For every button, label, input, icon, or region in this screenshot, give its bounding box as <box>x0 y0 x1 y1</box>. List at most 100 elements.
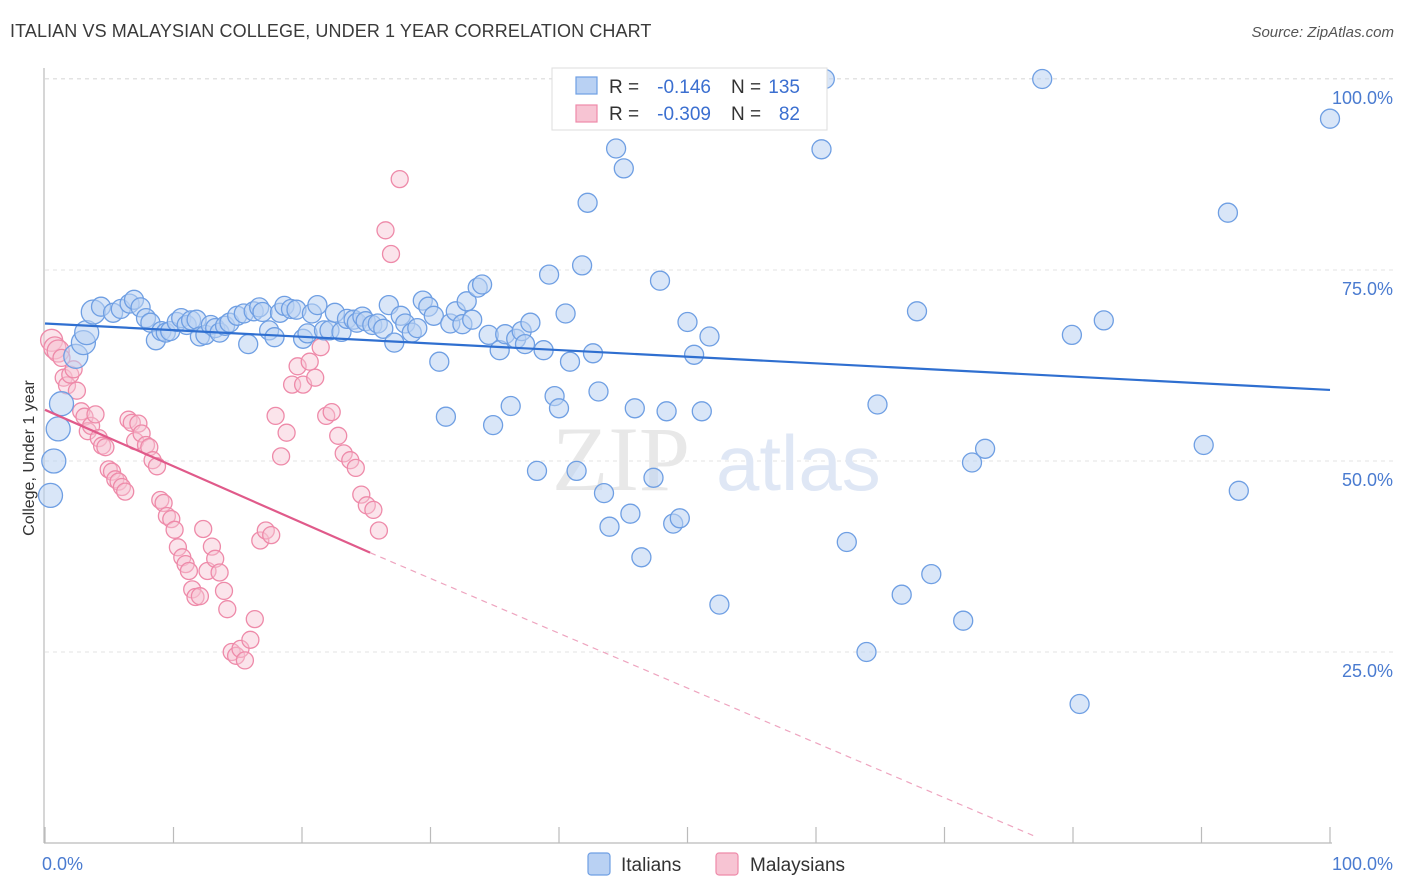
italians-point-3 <box>45 416 71 442</box>
malaysians-point-55 <box>241 630 260 649</box>
italians-point-106 <box>643 467 664 488</box>
italians-point-77 <box>471 274 493 295</box>
malaysians-point-1 <box>43 336 67 360</box>
series-legend-swatch-malaysians <box>715 852 739 876</box>
watermark-zip: ZIP <box>552 408 690 510</box>
italians-point-112 <box>683 344 705 365</box>
malaysians-point-68 <box>311 338 330 357</box>
y-tick-label-75: 75.0% <box>1342 279 1393 299</box>
malaysians-point-26 <box>129 414 148 433</box>
italians-point-93 <box>559 351 581 372</box>
legend-n-value-malaysians: 82 <box>779 104 800 125</box>
x-tick-label-min: 0.0% <box>42 854 83 874</box>
italians-point-85 <box>514 333 536 355</box>
series-legend-swatch-italians <box>587 852 611 876</box>
malaysians-point-80 <box>381 244 401 264</box>
italians-point-69 <box>429 351 450 372</box>
malaysians-point-72 <box>334 444 353 463</box>
y-axis-label: College, Under 1 year <box>21 380 38 536</box>
italians-point-107 <box>649 270 671 291</box>
malaysians-point-54 <box>235 651 255 670</box>
italians-point-34 <box>238 333 259 355</box>
italians-point-89 <box>538 264 560 285</box>
malaysians-point-81 <box>390 169 409 189</box>
malaysians-point-50 <box>218 600 237 619</box>
italians-point-37 <box>252 301 273 323</box>
italians-point-86 <box>520 312 541 333</box>
italians-point-131 <box>1069 693 1090 715</box>
legend-r-label-malaysians: R = <box>609 104 639 125</box>
legend-n-value-italians: 135 <box>768 77 800 98</box>
malaysians-point-66 <box>300 352 319 371</box>
italians-point-128 <box>974 438 996 459</box>
italians-point-100 <box>599 516 620 537</box>
watermark-atlas: atlas <box>716 419 881 507</box>
malaysians-point-44 <box>194 519 213 539</box>
malaysians-point-17 <box>99 460 118 479</box>
italians-point-115 <box>709 594 730 615</box>
italians-point-114 <box>699 326 720 347</box>
italians-point-110 <box>669 508 690 529</box>
malaysians-point-37 <box>168 538 188 557</box>
italians-point-2 <box>48 391 75 417</box>
malaysians-point-77 <box>364 500 383 520</box>
italians-point-135 <box>1228 480 1249 501</box>
malaysians-point-49 <box>214 581 234 601</box>
y-tick-label-25: 25.0% <box>1342 661 1393 681</box>
italians-point-123 <box>891 584 912 605</box>
italians-point-122 <box>867 394 888 415</box>
malaysians-point-10 <box>75 407 94 426</box>
malaysians-point-57 <box>251 531 270 550</box>
italians-point-74 <box>456 291 477 312</box>
legend-n-label-malaysians: N = <box>731 104 761 125</box>
italians-point-120 <box>836 531 857 553</box>
malaysians-point-20 <box>109 472 128 491</box>
malaysians-point-43 <box>190 587 210 606</box>
italians-point-65 <box>407 317 428 339</box>
italians-point-132 <box>1093 310 1114 331</box>
malaysians-point-59 <box>262 525 281 545</box>
italians-point-126 <box>953 610 974 631</box>
italians-point-130 <box>1061 324 1083 346</box>
italians-point-47 <box>307 294 328 316</box>
malaysians-point-70 <box>322 402 341 422</box>
y-tick-label-50: 50.0% <box>1342 470 1393 490</box>
italians-point-101 <box>605 138 627 159</box>
legend-r-label-italians: R = <box>609 77 639 98</box>
malaysians-point-35 <box>162 509 181 529</box>
italians-point-95 <box>571 255 593 276</box>
malaysians-point-62 <box>277 423 296 442</box>
italians-point-82 <box>500 395 521 417</box>
italians-point-59 <box>373 318 394 339</box>
malaysians-point-75 <box>352 485 371 504</box>
malaysians-point-61 <box>271 447 291 466</box>
legend-swatch-italians <box>575 76 598 95</box>
trend-layer <box>44 322 1331 837</box>
malaysians-point-36 <box>165 520 184 539</box>
italians-point-70 <box>435 406 457 427</box>
malaysians-trend-extension <box>369 552 1034 837</box>
italians-point-97 <box>582 343 604 364</box>
italians-point-121 <box>856 641 877 663</box>
italians-point-87 <box>526 460 548 482</box>
italians-point-92 <box>555 303 576 324</box>
malaysians-point-40 <box>179 561 199 581</box>
malaysians-point-74 <box>346 458 365 478</box>
malaysians-point-31 <box>147 457 167 476</box>
italians-point-124 <box>906 301 928 322</box>
chart-title: ITALIAN VS MALAYSIAN COLLEGE, UNDER 1 YE… <box>10 21 652 41</box>
malaysians-point-9 <box>72 402 91 421</box>
malaysians-point-71 <box>329 426 348 445</box>
series-legend-label-italians: Italians <box>621 855 681 876</box>
italians-point-136 <box>1319 108 1341 129</box>
italians-point-1 <box>41 448 67 474</box>
italians-point-39 <box>264 327 285 348</box>
italians-point-111 <box>677 311 698 333</box>
italians-point-118 <box>811 139 832 160</box>
legend-r-value-malaysians: -0.309 <box>657 104 711 125</box>
malaysians-point-67 <box>306 368 325 387</box>
series-legend-label-malaysians: Malaysians <box>750 855 845 876</box>
italians-point-129 <box>1032 68 1053 90</box>
italians-point-104 <box>624 398 645 419</box>
stats-legend: R = -0.146 N = 135 R = -0.309 N = 82 <box>551 67 828 131</box>
